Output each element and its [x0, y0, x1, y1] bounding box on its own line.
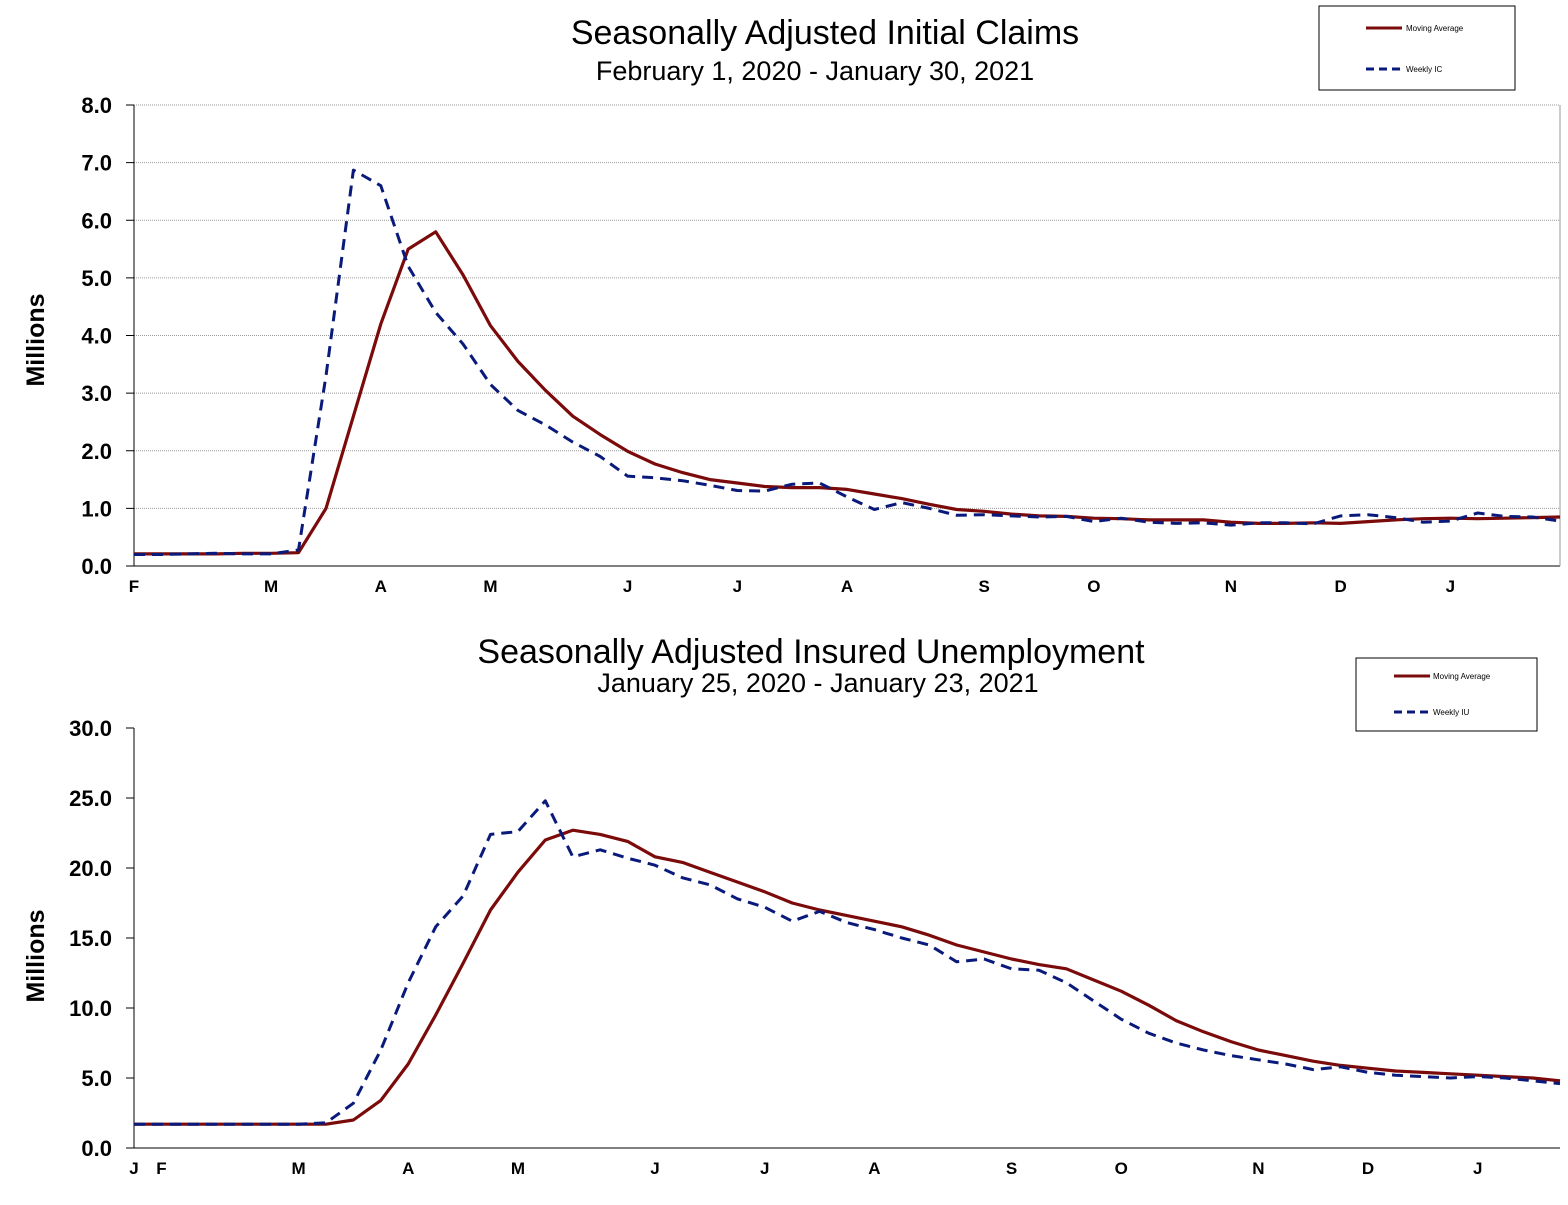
x-tick-label: O	[1115, 1159, 1128, 1178]
y-tick-label: 5.0	[81, 1066, 112, 1091]
y-tick-label: 25.0	[69, 786, 112, 811]
y-tick-label: 6.0	[81, 208, 112, 233]
x-tick-label: A	[402, 1159, 414, 1178]
y-tick-label: 8.0	[81, 93, 112, 118]
x-tick-label: J	[129, 1159, 138, 1178]
y-tick-label: 15.0	[69, 926, 112, 951]
x-tick-label: N	[1225, 577, 1237, 596]
y-tick-label: 4.0	[81, 324, 112, 349]
series-line-moving-average	[134, 828, 1561, 1126]
x-tick-label: M	[291, 1159, 305, 1178]
y-tick-label: 0.0	[81, 1136, 112, 1161]
y-axis-label: Millions	[22, 293, 50, 386]
y-tick-label: 20.0	[69, 856, 112, 881]
x-tick-label: S	[978, 577, 989, 596]
x-tick-label: D	[1334, 577, 1346, 596]
x-tick-label: F	[129, 577, 139, 596]
x-tick-label: F	[156, 1159, 166, 1178]
x-tick-label: O	[1087, 577, 1100, 596]
series-lines	[134, 168, 1561, 556]
y-tick-label: 3.0	[81, 381, 112, 406]
x-tick-label: J	[760, 1159, 769, 1178]
chart-subtitle: January 25, 2020 - January 23, 2021	[597, 668, 1038, 698]
series-lines	[134, 799, 1561, 1126]
series-line-weekly-iu	[134, 799, 1561, 1126]
x-tick-label: A	[841, 577, 853, 596]
legend-box	[1318, 5, 1516, 91]
legend-label-weekly-iu: Weekly IU	[1433, 708, 1470, 717]
x-tick-label: J	[1446, 577, 1455, 596]
x-tick-label: A	[868, 1159, 880, 1178]
x-tick-label: J	[623, 577, 632, 596]
x-tick-label: J	[1473, 1159, 1482, 1178]
insured-unemployment-chart: Seasonally Adjusted Insured Unemployment…	[0, 620, 1568, 1205]
x-tick-label: D	[1362, 1159, 1374, 1178]
y-tick-label: 7.0	[81, 151, 112, 176]
legend-label-weekly-ic: Weekly IC	[1406, 65, 1443, 74]
chart-title: Seasonally Adjusted Insured Unemployment	[477, 633, 1145, 671]
y-tick-label: 1.0	[81, 496, 112, 521]
y-tick-label: 2.0	[81, 439, 112, 464]
series-line-weekly-ic	[134, 168, 1561, 556]
legend-label-moving-average: Moving Average	[1406, 24, 1464, 33]
tick-labels: 0.0 1.0 2.0 3.0 4.0 5.0 6.0 7.0 8.0 F M A M J J A S O N D J	[81, 93, 1455, 596]
initial-claims-chart: Seasonally Adjusted Initial Claims Febru…	[0, 0, 1568, 600]
x-tick-label: N	[1252, 1159, 1264, 1178]
axes	[126, 104, 1561, 567]
legend: Moving Average Weekly IC	[1318, 5, 1516, 91]
y-tick-label: 0.0	[81, 554, 112, 579]
x-tick-label: M	[511, 1159, 525, 1178]
chart-title: Seasonally Adjusted Initial Claims	[571, 14, 1079, 52]
tick-labels: 0.05.010.015.020.025.030.0J F M A M J J A S O N D J	[69, 716, 1482, 1178]
x-tick-label: A	[375, 577, 387, 596]
legend-label-moving-average: Moving Average	[1433, 672, 1491, 681]
series-line-moving-average	[134, 230, 1561, 556]
x-tick-label: M	[264, 577, 278, 596]
insured-unemployment-plot: Seasonally Adjusted Insured Unemployment…	[22, 633, 1561, 1178]
x-tick-label: J	[733, 577, 742, 596]
x-tick-label: M	[483, 577, 497, 596]
grid-lines	[134, 104, 1560, 509]
legend: Moving Average Weekly IU	[1355, 657, 1538, 732]
y-tick-label: 30.0	[69, 716, 112, 741]
x-tick-label: J	[650, 1159, 659, 1178]
y-tick-label: 10.0	[69, 996, 112, 1021]
axes	[126, 727, 1560, 1149]
legend-box	[1355, 657, 1538, 732]
y-tick-label: 5.0	[81, 266, 112, 291]
chart-subtitle: February 1, 2020 - January 30, 2021	[596, 56, 1034, 86]
initial-claims-plot: Seasonally Adjusted Initial Claims Febru…	[22, 5, 1561, 596]
x-tick-label: S	[1006, 1159, 1017, 1178]
y-axis-label: Millions	[22, 909, 50, 1002]
